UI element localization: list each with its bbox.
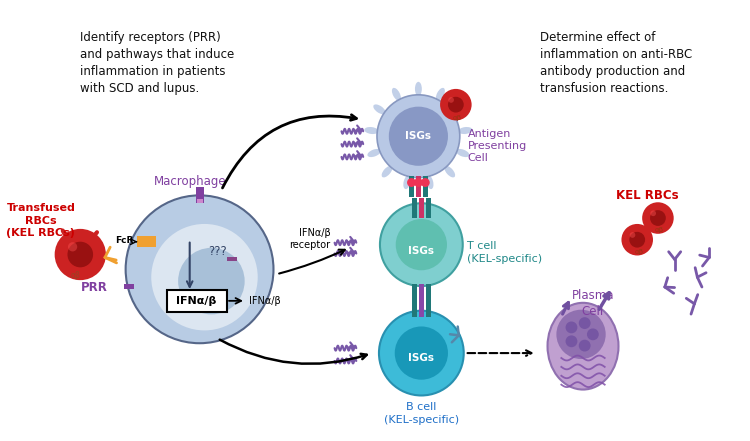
Ellipse shape <box>374 105 386 114</box>
Ellipse shape <box>445 166 455 177</box>
Circle shape <box>622 224 653 255</box>
Text: IFNα/β: IFNα/β <box>249 296 280 306</box>
Text: PRR: PRR <box>81 280 108 294</box>
Circle shape <box>566 321 578 333</box>
Circle shape <box>68 242 77 251</box>
Text: ISGs: ISGs <box>408 353 434 363</box>
Ellipse shape <box>456 149 470 157</box>
Circle shape <box>556 310 606 359</box>
Text: T cell
(KEL-specific): T cell (KEL-specific) <box>466 241 542 264</box>
Text: KEL RBCs: KEL RBCs <box>616 189 679 202</box>
Text: αβ: αβ <box>655 227 664 233</box>
Circle shape <box>440 89 472 120</box>
Bar <box>419 198 424 218</box>
Text: B cell
(KEL-specific): B cell (KEL-specific) <box>384 402 459 425</box>
Text: Antigen
Presenting
Cell: Antigen Presenting Cell <box>468 129 527 164</box>
Ellipse shape <box>404 175 411 189</box>
Ellipse shape <box>368 149 381 157</box>
Circle shape <box>630 232 635 238</box>
Circle shape <box>394 326 448 380</box>
Circle shape <box>579 317 590 329</box>
Circle shape <box>650 210 656 216</box>
Bar <box>409 176 414 197</box>
Bar <box>196 187 203 203</box>
Circle shape <box>629 232 645 247</box>
Circle shape <box>448 97 454 103</box>
Bar <box>426 284 430 317</box>
Text: ???: ??? <box>208 245 226 258</box>
FancyBboxPatch shape <box>166 289 226 312</box>
Circle shape <box>407 178 416 187</box>
FancyBboxPatch shape <box>196 199 202 203</box>
Text: Plasma
Cell: Plasma Cell <box>572 289 614 318</box>
Circle shape <box>587 329 598 340</box>
Text: Transfused
RBCs
(KEL RBCs): Transfused RBCs (KEL RBCs) <box>7 203 75 238</box>
Circle shape <box>396 219 447 270</box>
Text: FcR: FcR <box>116 236 134 245</box>
Text: αβ: αβ <box>453 116 462 121</box>
Bar <box>416 176 421 197</box>
Text: Determine effect of
inflammation on anti-RBC
antibody production and
transfusion: Determine effect of inflammation on anti… <box>540 31 692 95</box>
Circle shape <box>126 195 274 343</box>
Bar <box>412 198 417 218</box>
Circle shape <box>68 242 93 267</box>
Text: αβ: αβ <box>70 271 80 280</box>
Bar <box>412 284 417 317</box>
Ellipse shape <box>452 105 464 114</box>
Ellipse shape <box>426 175 433 189</box>
Circle shape <box>414 178 423 187</box>
Text: IFNα/β: IFNα/β <box>176 296 217 306</box>
FancyBboxPatch shape <box>124 284 134 289</box>
Circle shape <box>421 178 430 187</box>
Bar <box>426 198 430 218</box>
Ellipse shape <box>548 303 619 389</box>
Circle shape <box>152 224 258 330</box>
Circle shape <box>579 340 590 351</box>
Ellipse shape <box>458 127 472 134</box>
Bar <box>419 284 424 317</box>
Bar <box>423 176 427 197</box>
Circle shape <box>388 107 448 166</box>
Circle shape <box>380 203 463 286</box>
Ellipse shape <box>436 88 445 101</box>
Circle shape <box>642 202 674 234</box>
Ellipse shape <box>392 88 401 101</box>
Circle shape <box>566 336 578 347</box>
FancyBboxPatch shape <box>227 258 237 262</box>
Circle shape <box>178 248 244 314</box>
Text: IFNα/β
receptor: IFNα/β receptor <box>290 228 331 250</box>
Circle shape <box>55 229 106 280</box>
Ellipse shape <box>382 166 392 177</box>
Circle shape <box>377 95 460 178</box>
Ellipse shape <box>364 127 379 134</box>
Text: αβ: αβ <box>634 249 644 254</box>
Text: Identify receptors (PRR)
and pathways that induce
inflammation in patients
with : Identify receptors (PRR) and pathways th… <box>80 31 234 95</box>
Text: ISGs: ISGs <box>408 246 434 256</box>
Circle shape <box>379 311 464 396</box>
Circle shape <box>650 210 666 226</box>
Circle shape <box>448 97 464 112</box>
Text: Macrophage: Macrophage <box>154 176 226 188</box>
FancyBboxPatch shape <box>137 236 156 247</box>
Ellipse shape <box>415 82 422 96</box>
Text: ISGs: ISGs <box>406 131 431 141</box>
